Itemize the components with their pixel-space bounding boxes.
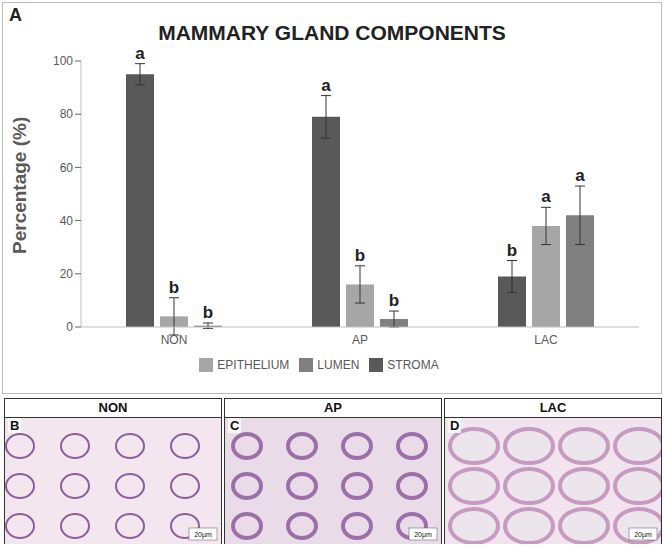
svg-text:a: a — [575, 166, 585, 185]
svg-text:LAC: LAC — [534, 333, 558, 347]
svg-text:60: 60 — [60, 161, 74, 175]
svg-text:Percentage (%): Percentage (%) — [9, 117, 30, 254]
svg-text:20: 20 — [60, 267, 74, 281]
svg-text:b: b — [203, 303, 213, 322]
svg-text:20µm: 20µm — [634, 531, 652, 539]
svg-text:b: b — [507, 241, 517, 260]
svg-text:20µm: 20µm — [194, 531, 212, 539]
html-text:C: C — [230, 418, 240, 433]
html-text:STROMA: STROMA — [387, 358, 439, 372]
svg-text:0: 0 — [66, 320, 73, 334]
svg-text:b: b — [169, 278, 179, 297]
html-text:LUMEN: LUMEN — [317, 358, 360, 372]
html-text:EPITHELIUM: EPITHELIUM — [217, 358, 290, 372]
html-text:LAC: LAC — [539, 400, 567, 415]
svg-text:a: a — [321, 76, 331, 95]
svg-text:NON: NON — [161, 333, 188, 347]
html-text:NON: NON — [98, 400, 128, 415]
svg-text:a: a — [135, 44, 145, 63]
svg-text:20µm: 20µm — [414, 531, 432, 539]
html-text:MAMMARY GLAND COMPONENTS: MAMMARY GLAND COMPONENTS — [158, 21, 506, 44]
html-text:AP: AP — [324, 400, 342, 415]
svg-text:100: 100 — [53, 54, 73, 68]
svg-text:80: 80 — [60, 107, 74, 121]
html-text:A: A — [9, 5, 22, 25]
svg-text:AP: AP — [352, 333, 368, 347]
svg-text:b: b — [355, 246, 365, 265]
html-text:B: B — [10, 418, 20, 433]
svg-text:40: 40 — [60, 214, 74, 228]
html-text:D: D — [450, 418, 460, 433]
svg-text:b: b — [389, 291, 399, 310]
svg-text:a: a — [541, 187, 551, 206]
